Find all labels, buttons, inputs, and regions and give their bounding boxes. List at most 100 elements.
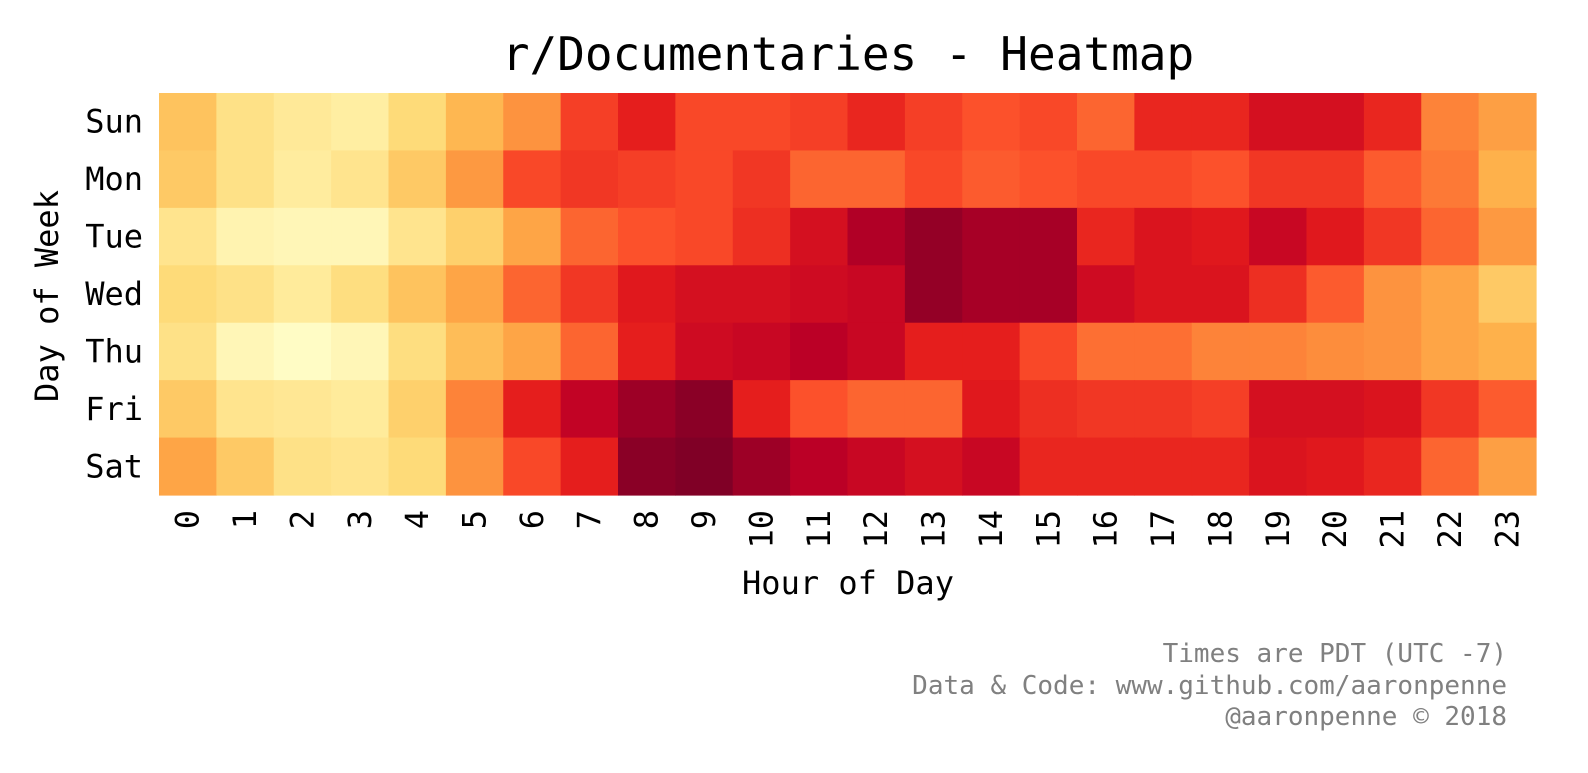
heatmap-cell xyxy=(962,322,1021,381)
heatmap-cell xyxy=(1191,207,1250,266)
heatmap-cell xyxy=(388,437,447,496)
heatmap-cell xyxy=(1249,437,1308,496)
heatmap-cell xyxy=(1134,207,1193,266)
heatmap-cells xyxy=(159,93,1537,496)
heatmap-cell xyxy=(1191,437,1250,496)
heatmap-cell xyxy=(1249,322,1308,381)
heatmap-cell xyxy=(560,265,619,324)
heatmap-cell xyxy=(1306,150,1365,209)
x-tick-label: 19 xyxy=(1259,510,1297,549)
heatmap-cell xyxy=(847,322,906,381)
heatmap-cell xyxy=(1306,322,1365,381)
heatmap-cell xyxy=(503,93,562,152)
y-tick-labels: Sun Mon Tue Wed Thu Fri Sat xyxy=(85,103,143,486)
heatmap-cell xyxy=(1134,265,1193,324)
heatmap-cell xyxy=(159,437,217,496)
footer-line-source: Data & Code: www.github.com/aaronpenne xyxy=(912,671,1507,701)
heatmap-cell xyxy=(216,437,275,496)
heatmap-cell xyxy=(159,265,217,324)
heatmap-cell xyxy=(331,380,390,439)
heatmap-cell xyxy=(618,380,676,439)
heatmap-cell xyxy=(503,380,562,439)
x-tick-label: 14 xyxy=(972,510,1010,549)
y-tick-label: Thu xyxy=(85,332,143,370)
heatmap-cell xyxy=(1077,150,1135,209)
heatmap-cell xyxy=(904,207,963,266)
heatmap-cell xyxy=(1421,380,1480,439)
x-tick-label: 13 xyxy=(915,510,953,549)
heatmap-cell xyxy=(1077,380,1135,439)
heatmap-cell xyxy=(273,207,332,266)
heatmap-cell xyxy=(962,380,1021,439)
x-tick-label: 21 xyxy=(1374,510,1412,549)
heatmap-cell xyxy=(847,265,906,324)
heatmap-cell xyxy=(388,207,447,266)
heatmap-cell xyxy=(790,322,849,381)
x-tick-label: 12 xyxy=(857,510,895,549)
chart-title: r/Documentaries - Heatmap xyxy=(502,27,1194,81)
heatmap-cell xyxy=(216,207,275,266)
x-tick-label: 23 xyxy=(1488,510,1526,549)
heatmap-cell xyxy=(445,207,504,266)
heatmap-cell xyxy=(503,265,562,324)
heatmap-cell xyxy=(560,150,619,209)
heatmap-cell xyxy=(331,150,390,209)
heatmap-cell xyxy=(1077,93,1135,152)
heatmap-cell xyxy=(675,93,734,152)
heatmap-cell xyxy=(1019,322,1078,381)
heatmap-cell xyxy=(159,207,217,266)
heatmap-cell xyxy=(445,150,504,209)
heatmap-cell xyxy=(159,150,217,209)
heatmap-cell xyxy=(445,93,504,152)
heatmap-cell xyxy=(962,207,1021,266)
heatmap-cell xyxy=(1421,150,1480,209)
heatmap-cell xyxy=(503,207,562,266)
heatmap-cell xyxy=(1478,437,1537,496)
heatmap-cell xyxy=(1191,322,1250,381)
x-axis-label: Hour of Day xyxy=(742,564,954,602)
x-tick-label: 17 xyxy=(1144,510,1182,549)
heatmap-cell xyxy=(388,150,447,209)
heatmap-cell xyxy=(1249,380,1308,439)
heatmap-cell xyxy=(962,150,1021,209)
heatmap-cell xyxy=(445,437,504,496)
heatmap-cell xyxy=(1077,207,1135,266)
heatmap-cell xyxy=(732,380,791,439)
heatmap-cell xyxy=(331,207,390,266)
heatmap-cell xyxy=(1363,437,1422,496)
heatmap-cell xyxy=(273,93,332,152)
heatmap-cell xyxy=(560,380,619,439)
heatmap-cell xyxy=(732,322,791,381)
heatmap-cell xyxy=(962,437,1021,496)
heatmap-cell xyxy=(1134,150,1193,209)
y-tick-label: Mon xyxy=(85,160,143,198)
x-tick-label: 18 xyxy=(1201,510,1239,549)
heatmap-cell xyxy=(618,150,676,209)
heatmap-cell xyxy=(560,93,619,152)
x-tick-label: 8 xyxy=(628,510,666,529)
heatmap-cell xyxy=(962,265,1021,324)
heatmap-cell xyxy=(1191,150,1250,209)
x-tick-labels: 0 1 2 3 4 5 6 7 8 9 10 11 12 13 14 15 16 17 18 19 20 21 22 23 xyxy=(169,510,1527,549)
x-tick-label: 11 xyxy=(800,510,838,549)
heatmap-cell xyxy=(1363,322,1422,381)
y-axis-label: Day of Week xyxy=(28,190,66,402)
heatmap-cell xyxy=(904,380,963,439)
heatmap-cell xyxy=(904,437,963,496)
heatmap-cell xyxy=(847,437,906,496)
heatmap-cell xyxy=(273,150,332,209)
heatmap-cell xyxy=(790,93,849,152)
heatmap-cell xyxy=(1134,322,1193,381)
heatmap-cell xyxy=(675,265,734,324)
x-tick-label: 3 xyxy=(341,510,379,529)
heatmap-cell xyxy=(445,265,504,324)
heatmap-cell xyxy=(1249,93,1308,152)
heatmap-cell xyxy=(675,207,734,266)
heatmap-cell xyxy=(1478,93,1537,152)
heatmap-cell xyxy=(560,322,619,381)
heatmap-cell xyxy=(1019,93,1078,152)
heatmap-cell xyxy=(388,322,447,381)
footer-line-timezone: Times are PDT (UTC -7) xyxy=(1163,639,1507,669)
x-tick-label: 5 xyxy=(456,510,494,529)
